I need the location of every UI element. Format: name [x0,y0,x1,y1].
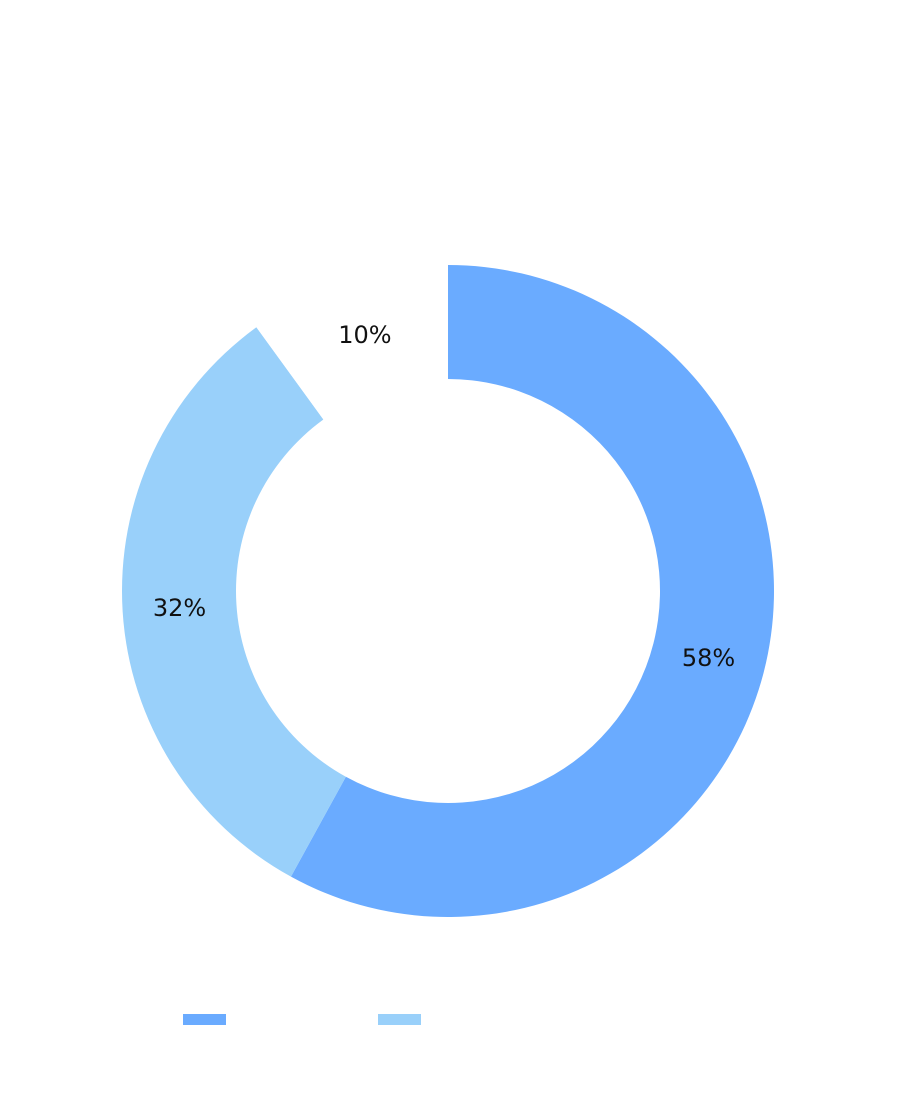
legend-swatch-1 [378,1014,421,1025]
slice-labels: 58% 32% 10% [153,321,735,672]
slice-0 [290,265,775,918]
slice-1 [122,327,346,877]
legend [183,1014,421,1025]
slice-2 [256,265,448,420]
slice-label-1: 32% [153,594,206,622]
slice-label-0: 58% [682,644,735,672]
donut-slices [122,265,775,918]
legend-swatch-0 [183,1014,226,1025]
slice-label-2: 10% [338,321,391,349]
